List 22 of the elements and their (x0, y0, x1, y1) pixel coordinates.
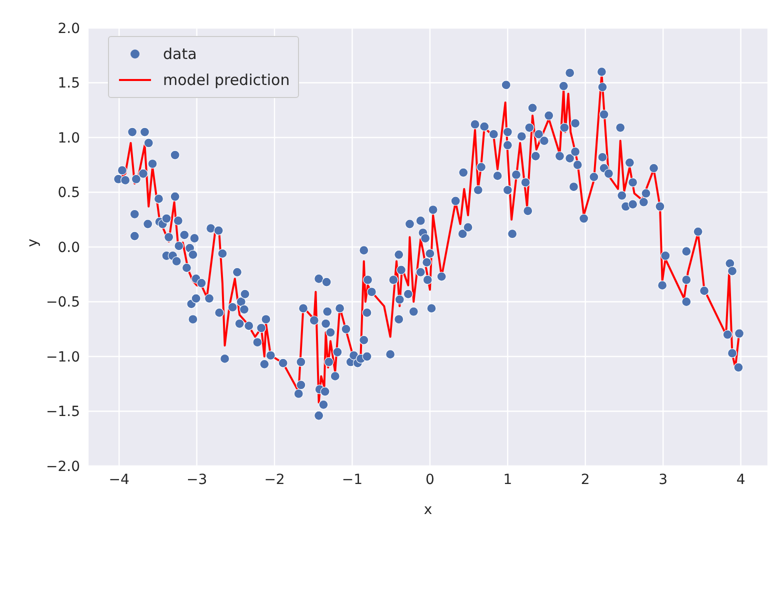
x-tick-label: −1 (342, 472, 363, 488)
x-tick-label: 0 (425, 472, 434, 488)
y-tick-label: 1.0 (58, 130, 80, 146)
y-tick-label: −1.5 (46, 404, 80, 420)
x-tick-label: −4 (108, 472, 130, 488)
y-tick-label: −2.0 (46, 458, 80, 475)
y-tick-label: 1.5 (58, 76, 80, 92)
x-axis-title: x (424, 502, 432, 518)
x-tick-label: 2 (580, 472, 590, 488)
y-axis-title: y (24, 238, 41, 247)
y-tick-label: 2.0 (58, 20, 80, 37)
legend-label: data (163, 44, 197, 65)
x-tick-label: 3 (658, 472, 668, 488)
y-tick-label: −0.5 (46, 294, 80, 311)
x-tick-label: −3 (186, 472, 208, 488)
legend-label: model prediction (163, 70, 290, 91)
y-tick-label: −1.0 (46, 349, 80, 366)
x-tick-label: 4 (736, 472, 746, 488)
y-tick-label: 0.5 (58, 185, 80, 202)
x-tick-label: 1 (503, 472, 512, 488)
y-tick-label: 0.0 (58, 240, 80, 256)
x-tick-label: −2 (264, 472, 285, 488)
